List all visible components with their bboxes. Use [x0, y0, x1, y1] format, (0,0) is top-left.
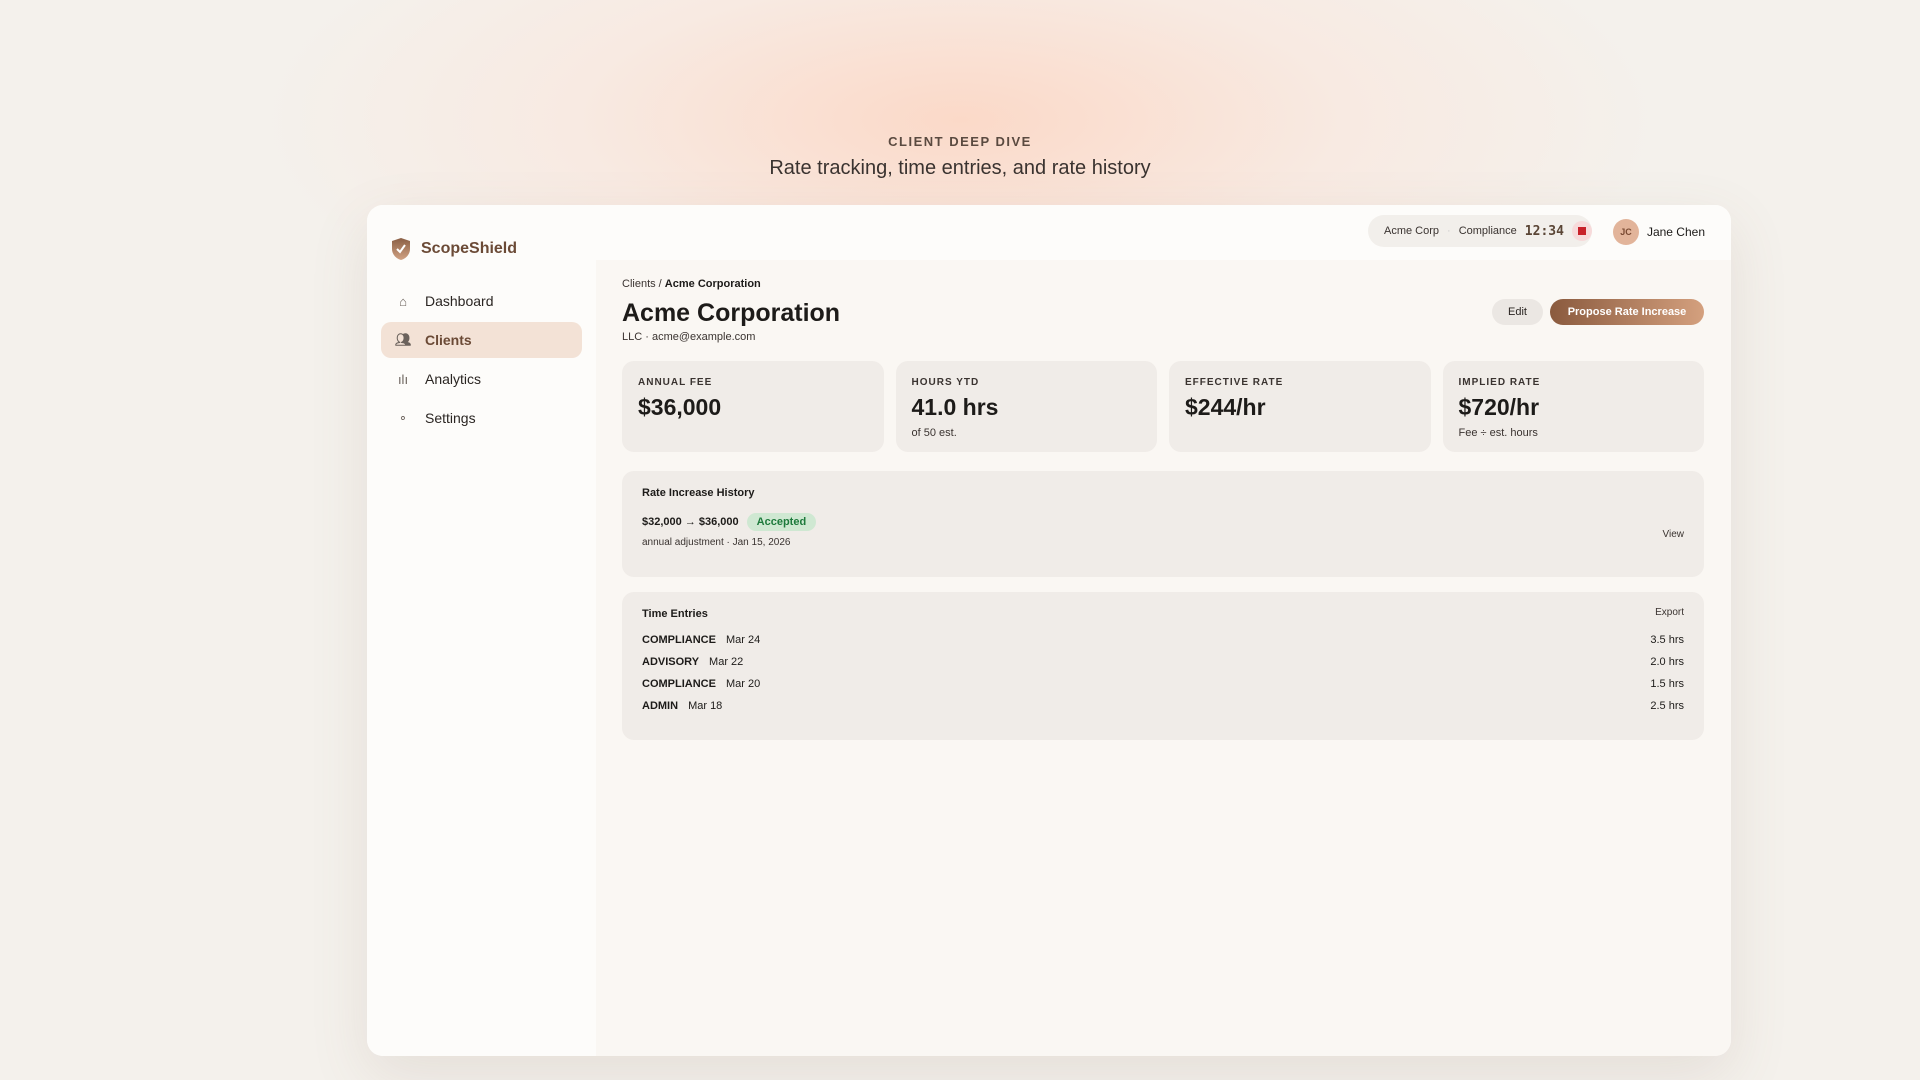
- sidebar-item-label: Settings: [425, 410, 476, 426]
- table-row: COMPLIANCE Mar 20 1.5 hrs: [642, 678, 1684, 690]
- rate-detail: annual adjustment · Jan 15, 2026: [642, 537, 791, 548]
- entry-category: ADMIN: [642, 700, 679, 712]
- home-icon: ⌂: [399, 293, 407, 309]
- stat-value: $720/hr: [1458, 394, 1540, 420]
- stat-implied-rate: IMPLIED RATE $720/hr Fee ÷ est. hours: [1442, 361, 1704, 452]
- stats: ANNUAL FEE $36,000 HOURS YTD 41.0 hrs of 50…: [622, 361, 1704, 452]
- user-menu[interactable]: JC Jane Chen: [1612, 219, 1705, 245]
- app-window: ScopeShield ⌂ Dashboard 👥︎ Clients ılı Anal…: [367, 205, 1731, 1056]
- time-entries-panel: Time Entries Export COMPLIANCE Mar 24 3.5 …: [622, 592, 1704, 740]
- stat-value: $244/hr: [1185, 394, 1266, 420]
- app-name: ScopeShield: [421, 240, 518, 257]
- entry-hours: 3.5 hrs: [1650, 634, 1684, 646]
- rate-change: $32,000 → $36,000: [642, 516, 739, 528]
- entry-hours: 1.5 hrs: [1650, 678, 1684, 690]
- panel-title: Time Entries: [642, 608, 708, 620]
- propose-rate-increase-button[interactable]: Propose Rate Increase: [1550, 299, 1704, 325]
- sidebar: ScopeShield ⌂ Dashboard 👥︎ Clients ılı Anal…: [367, 205, 596, 1056]
- rate-history-panel: Rate Increase History $32,000 → $36,000 A…: [622, 471, 1704, 577]
- entry-category: ADVISORY: [642, 656, 700, 668]
- entry-hours: 2.0 hrs: [1650, 656, 1684, 668]
- hero: CLIENT DEEP DIVE Rate tracking, time ent…: [0, 134, 1920, 180]
- hero-subtitle: Rate tracking, time entries, and rate hi…: [769, 157, 1151, 179]
- stat-value: $36,000: [638, 394, 722, 420]
- timer-client: Acme Corp: [1384, 225, 1440, 237]
- view-link[interactable]: View: [1662, 529, 1685, 540]
- shield-icon: [392, 238, 410, 260]
- topbar: Acme Corp · Compliance 12:34 JC Jane Chen: [596, 205, 1731, 260]
- sidebar-item-settings[interactable]: ∘ Settings: [381, 400, 582, 436]
- sidebar-item-analytics[interactable]: ılı Analytics: [381, 361, 582, 397]
- status-badge: Accepted: [746, 513, 817, 531]
- table-row: ADMIN Mar 18 2.5 hrs: [642, 700, 1684, 712]
- table-row: COMPLIANCE Mar 24 3.5 hrs: [642, 634, 1684, 646]
- timer-category: Compliance: [1458, 225, 1517, 237]
- stat-note: Fee ÷ est. hours: [1458, 427, 1538, 439]
- stat-label: HOURS YTD: [911, 377, 980, 388]
- gear-icon: ∘: [398, 410, 408, 425]
- entry-date: Mar 18: [688, 700, 723, 712]
- stat-hours-ytd: HOURS YTD 41.0 hrs of 50 est.: [895, 361, 1157, 452]
- entry-category: COMPLIANCE: [642, 634, 716, 646]
- separator: ·: [1447, 225, 1451, 237]
- edit-button[interactable]: Edit: [1492, 299, 1543, 325]
- sidebar-nav: ⌂ Dashboard 👥︎ Clients ılı Analytics ∘ Setti…: [381, 283, 582, 436]
- stop-timer-button[interactable]: [1571, 221, 1592, 241]
- stat-label: ANNUAL FEE: [638, 377, 713, 388]
- logo[interactable]: ScopeShield: [381, 237, 582, 261]
- entry-date: Mar 20: [725, 678, 761, 690]
- stat-value: 41.0 hrs: [911, 394, 999, 420]
- stop-icon: [1577, 227, 1586, 235]
- sidebar-item-label: Dashboard: [425, 293, 494, 309]
- stat-annual-fee: ANNUAL FEE $36,000: [622, 361, 884, 452]
- main: Acme Corp · Compliance 12:34 JC Jane Chen…: [596, 205, 1731, 1056]
- panel-title: Rate Increase History: [642, 487, 755, 499]
- timer-time: 12:34: [1524, 223, 1564, 239]
- breadcrumb-current: Acme Corporation: [664, 278, 761, 290]
- bar-chart-icon: ılı: [397, 371, 409, 387]
- breadcrumb: Clients / Acme Corporation: [622, 278, 761, 290]
- sidebar-item-clients[interactable]: 👥︎ Clients: [381, 322, 582, 358]
- hero-eyebrow: CLIENT DEEP DIVE: [888, 134, 1032, 149]
- breadcrumb-clients[interactable]: Clients: [622, 278, 656, 290]
- sidebar-item-label: Clients: [425, 332, 472, 348]
- sidebar-item-dashboard[interactable]: ⌂ Dashboard: [381, 283, 582, 319]
- stat-note: of 50 est.: [911, 427, 957, 439]
- entry-date: Mar 22: [709, 656, 744, 668]
- users-icon: 👥︎: [395, 332, 412, 347]
- user-name: Jane Chen: [1646, 225, 1705, 239]
- stat-label: EFFECTIVE RATE: [1185, 377, 1284, 388]
- avatar: JC: [1612, 219, 1639, 245]
- active-timer: Acme Corp · Compliance 12:34: [1368, 215, 1592, 247]
- export-link[interactable]: Export: [1655, 607, 1684, 618]
- entry-category: COMPLIANCE: [642, 678, 716, 690]
- entry-hours: 2.5 hrs: [1650, 700, 1684, 712]
- sidebar-item-label: Analytics: [425, 371, 482, 387]
- page-title: Acme Corporation: [622, 299, 841, 327]
- table-row: ADVISORY Mar 22 2.0 hrs: [642, 656, 1684, 668]
- entry-date: Mar 24: [725, 634, 761, 646]
- stat-label: IMPLIED RATE: [1458, 377, 1541, 388]
- client-meta: LLC · acme@example.com: [622, 331, 756, 343]
- stat-effective-rate: EFFECTIVE RATE $244/hr: [1169, 361, 1431, 452]
- content: Clients / Acme Corporation Acme Corporat…: [622, 278, 1704, 740]
